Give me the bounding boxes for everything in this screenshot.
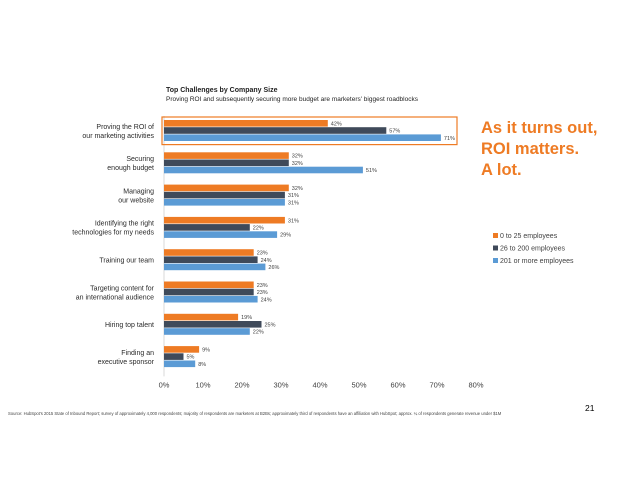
data-label: 29%: [280, 233, 291, 239]
bar: [164, 346, 200, 353]
bar: [164, 152, 289, 159]
source-footnote: Source: HubSpot's 2015 State of Inbound …: [8, 411, 502, 416]
category-label: our marketing activities: [82, 133, 154, 140]
legend-label: 26 to 200 employees: [500, 246, 565, 253]
category-label: Hiring top talent: [105, 322, 154, 329]
bar: [164, 127, 387, 134]
bar: [164, 120, 328, 127]
data-label: 51%: [366, 168, 377, 174]
bar: [164, 166, 363, 174]
bar: [164, 313, 239, 321]
data-label: 8%: [198, 362, 206, 368]
bar: [164, 281, 254, 289]
data-label: 25%: [265, 322, 276, 328]
bar: [164, 199, 285, 206]
x-tick-label: 50%: [351, 380, 366, 389]
page-number: 21: [585, 403, 595, 413]
bar: [164, 224, 250, 231]
x-tick-label: 60%: [390, 380, 405, 389]
data-label: 23%: [257, 251, 268, 257]
category-label: Finding an: [121, 350, 154, 357]
data-label: 71%: [444, 136, 455, 142]
x-tick-label: 10%: [195, 380, 210, 389]
x-tick-label: 0%: [159, 380, 170, 389]
bar: [164, 256, 258, 263]
chart-title: Top Challenges by Company Size: [166, 87, 278, 94]
data-label: 32%: [292, 186, 303, 192]
bar: [164, 328, 250, 335]
data-label: 5%: [187, 355, 195, 361]
callout-line: A lot.: [481, 161, 522, 179]
data-label: 57%: [389, 129, 400, 135]
bar: [164, 184, 289, 192]
category-label: an international audience: [76, 294, 154, 301]
x-tick-label: 80%: [468, 380, 483, 389]
bar: [164, 263, 266, 271]
data-label: 24%: [261, 297, 272, 303]
data-label: 31%: [288, 200, 299, 206]
data-label: 9%: [202, 348, 210, 354]
callout-line: ROI matters.: [481, 140, 580, 158]
bar: [164, 134, 441, 141]
data-label: 32%: [292, 154, 303, 160]
data-label: 42%: [331, 121, 342, 127]
category-label: Managing: [123, 188, 154, 195]
x-tick-label: 40%: [312, 380, 327, 389]
bar: [164, 288, 254, 296]
callout-line: As it turns out,: [481, 119, 598, 137]
legend-label: 201 or more employees: [500, 258, 574, 265]
category-label: Training our team: [99, 258, 154, 265]
category-label: technologies for my needs: [72, 230, 154, 237]
data-label: 26%: [268, 265, 279, 271]
bar: [164, 360, 196, 368]
data-label: 19%: [241, 315, 252, 321]
data-label: 24%: [261, 258, 272, 264]
x-tick-label: 30%: [273, 380, 288, 389]
legend-swatch: [493, 245, 498, 251]
category-label: executive sponsor: [98, 359, 155, 366]
data-label: 23%: [257, 283, 268, 289]
legend-label: 0 to 25 employees: [500, 233, 558, 240]
data-label: 31%: [288, 193, 299, 199]
x-tick-label: 20%: [234, 380, 249, 389]
data-label: 22%: [253, 330, 264, 336]
category-label: Identifying the right: [95, 221, 154, 228]
data-label: 31%: [288, 218, 299, 224]
legend-swatch: [493, 258, 498, 263]
category-label: Proving the ROI of: [96, 124, 154, 131]
data-label: 23%: [257, 290, 268, 296]
callout-text: As it turns out, ROI matters. A lot.: [481, 118, 597, 181]
chart-subtitle: Proving ROI and subsequently securing mo…: [166, 96, 418, 103]
highlight-box: [161, 116, 458, 146]
category-label: enough budget: [107, 165, 154, 172]
bar: [164, 321, 262, 328]
bar: [164, 249, 254, 256]
bar: [164, 159, 289, 167]
legend-swatch: [493, 233, 498, 238]
bar: [164, 231, 278, 238]
bar: [164, 191, 285, 199]
category-label: our website: [118, 197, 154, 204]
data-label: 22%: [253, 226, 264, 232]
bar: [164, 295, 258, 303]
data-label: 32%: [292, 161, 303, 167]
x-tick-label: 70%: [429, 380, 444, 389]
bar: [164, 216, 285, 224]
category-label: Securing: [126, 156, 154, 163]
bar: [164, 353, 184, 360]
category-label: Targeting content for: [90, 285, 154, 292]
